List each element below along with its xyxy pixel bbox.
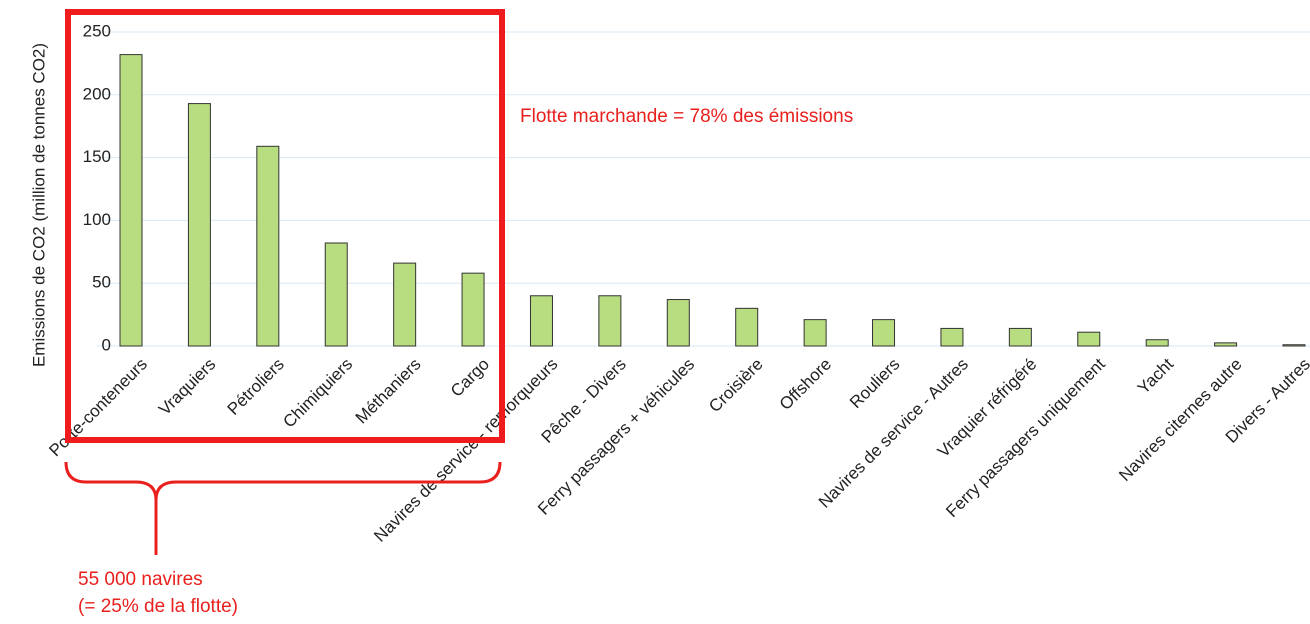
bar [461, 272, 485, 347]
x-tick-label: Porte-conteneurs [45, 355, 151, 461]
x-tick-label: Yacht [1134, 354, 1177, 397]
y-tick-label: 0 [102, 335, 111, 354]
bar [393, 262, 417, 347]
x-tick-label: Navires citernes autre [1115, 355, 1245, 485]
bar [803, 319, 827, 347]
x-tick-label: Chimiquiers [279, 355, 356, 432]
bar [735, 307, 759, 347]
x-tick-label: Croisière [705, 355, 767, 417]
x-tick-label: Méthaniers [352, 355, 425, 428]
bar [187, 103, 211, 347]
highlight-box [65, 9, 505, 443]
x-tick-label: Offshore [776, 355, 835, 414]
y-tick-label: 150 [83, 147, 111, 166]
bar [940, 327, 964, 347]
bar [1282, 344, 1306, 347]
annotation: 55 000 navires [78, 569, 203, 590]
bar [529, 295, 553, 347]
y-tick-label: 100 [83, 210, 111, 229]
bar [1214, 342, 1238, 347]
brace [64, 461, 502, 555]
bar [666, 299, 690, 347]
y-tick-label: 50 [92, 273, 111, 292]
bar [324, 242, 348, 347]
y-tick-label: 200 [83, 84, 111, 103]
bar [872, 319, 896, 347]
bar [1008, 327, 1032, 347]
x-tick-label: Pétroliers [224, 355, 288, 419]
y-tick-label: 250 [83, 21, 111, 40]
bar [256, 145, 280, 347]
annotation: (= 25% de la flotte) [78, 596, 238, 617]
bar [1145, 339, 1169, 347]
annotation: Flotte marchande = 78% des émissions [520, 106, 853, 127]
y-axis-label: Emissions de CO2 (million de tonnes CO2) [29, 43, 48, 367]
bar [119, 54, 143, 347]
x-tick-label: Cargo [447, 355, 493, 401]
x-tick-label: Rouliers [846, 355, 904, 413]
bar [598, 295, 622, 347]
x-tick-label: Vraquiers [155, 355, 219, 419]
bar [1077, 331, 1101, 347]
